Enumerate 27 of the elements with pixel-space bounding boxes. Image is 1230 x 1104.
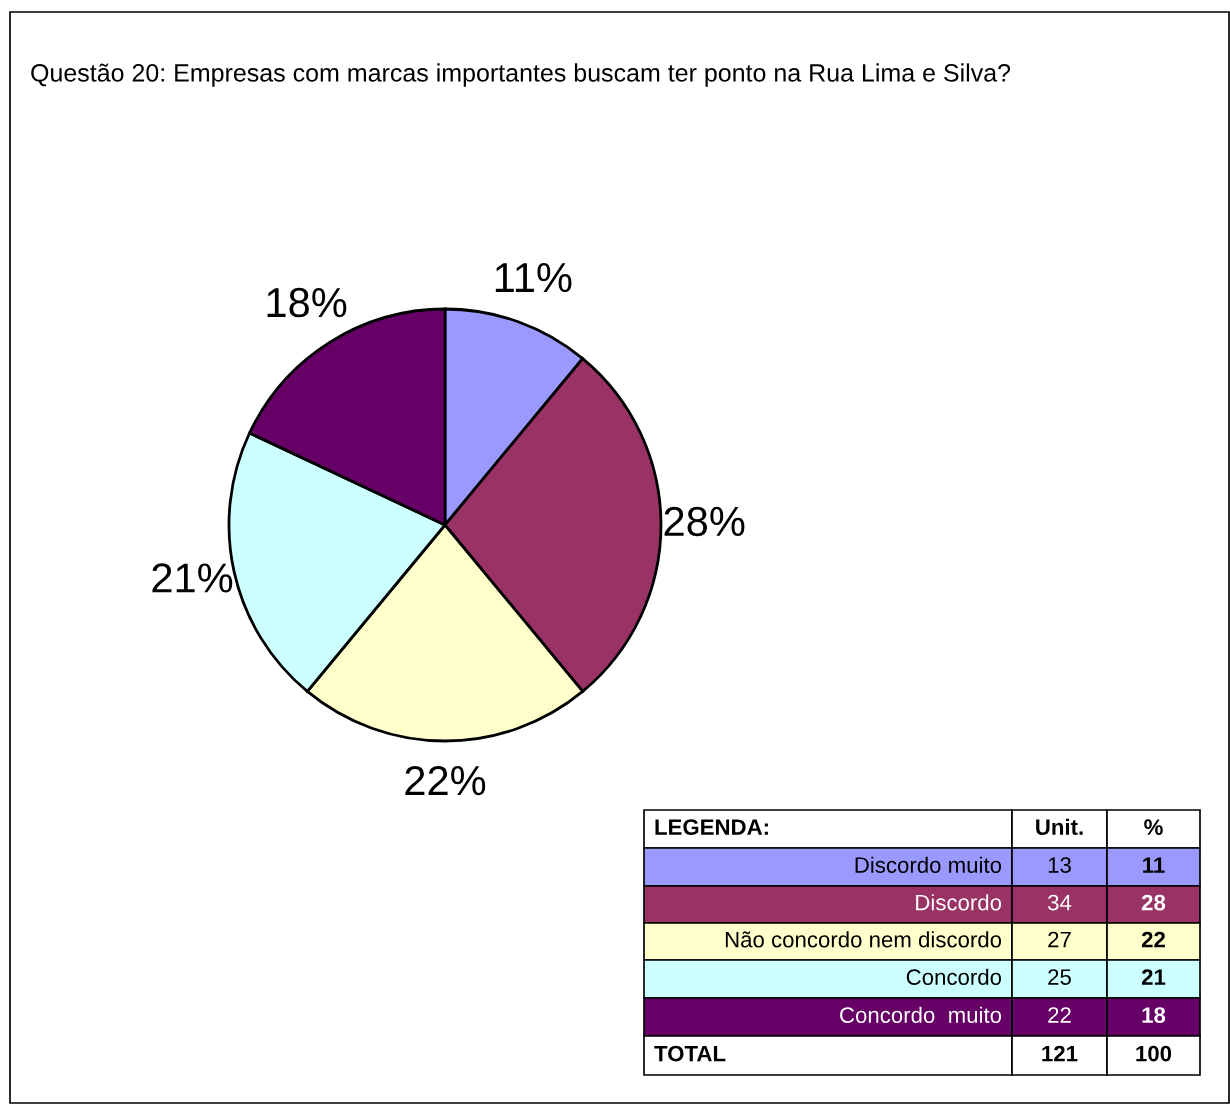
text: 121 <box>1042 1045 1078 1062</box>
chart-title: Questão 20: Empresas com marcas importantes buscam ter ponto na Rua Lima e Silva? <box>31 63 1011 87</box>
legend-label: Concordo <box>906 968 1002 985</box>
text: 18 <box>1142 1007 1166 1023</box>
text: 11 <box>1143 857 1165 873</box>
text: 34 <box>1047 894 1072 911</box>
legend-label: Concordo muito <box>840 1006 1002 1023</box>
data-label: 21% <box>152 563 233 593</box>
text: 25 <box>1048 969 1071 985</box>
legend-label: Discordo <box>916 894 1002 911</box>
data-label: 28% <box>664 506 745 537</box>
text: 100 <box>1136 1045 1172 1062</box>
legend-label: Discordo muito <box>855 856 1002 873</box>
text: LEGENDA: <box>655 819 768 835</box>
text: 28 <box>1141 894 1166 911</box>
text: % <box>1144 819 1163 835</box>
text: 22 <box>1141 931 1165 948</box>
text: 13 <box>1048 857 1071 873</box>
text: 27 <box>1048 931 1071 948</box>
data-label: 11% <box>495 262 572 293</box>
data-label: 18% <box>267 287 347 318</box>
data-label: 22% <box>405 765 486 796</box>
text: TOTAL <box>654 1045 726 1062</box>
text: 21 <box>1141 969 1166 985</box>
text: 22 <box>1048 1007 1071 1023</box>
text: Unit. <box>1036 818 1083 835</box>
legend-label: Não concordo nem discordo <box>725 931 1002 948</box>
